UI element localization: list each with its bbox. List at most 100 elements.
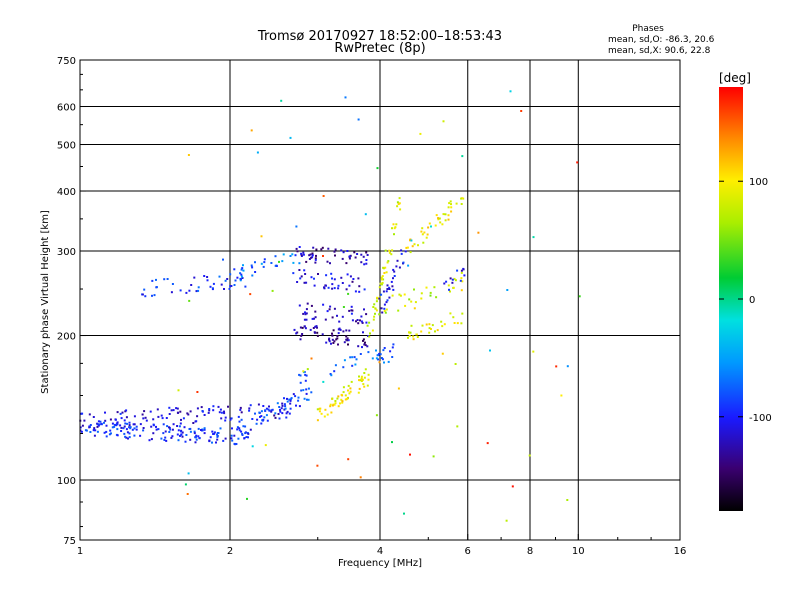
data-point — [447, 206, 450, 209]
data-point — [286, 397, 288, 400]
data-point — [176, 425, 179, 427]
data-points — [79, 90, 581, 522]
data-point — [89, 424, 92, 426]
data-point — [314, 261, 317, 264]
data-point — [128, 436, 131, 439]
data-point — [393, 233, 395, 236]
data-point — [260, 410, 263, 413]
data-point — [372, 306, 375, 308]
data-point — [120, 426, 123, 429]
data-point — [313, 284, 316, 287]
data-point — [367, 335, 370, 337]
data-point — [249, 293, 252, 296]
data-point — [388, 288, 391, 290]
data-point — [363, 343, 366, 346]
data-point — [389, 350, 392, 353]
data-point — [238, 420, 241, 423]
data-point — [263, 258, 266, 261]
data-point — [311, 317, 314, 320]
data-point — [477, 231, 480, 234]
data-point — [306, 302, 309, 305]
data-point — [170, 291, 173, 294]
stats-heading: Phases — [632, 24, 664, 34]
data-point — [443, 282, 446, 285]
data-point — [212, 433, 215, 435]
data-point — [433, 286, 436, 289]
data-point — [316, 331, 319, 334]
data-point — [346, 250, 349, 252]
data-point — [196, 415, 199, 418]
data-point — [96, 430, 99, 433]
data-point — [312, 327, 315, 329]
data-point — [274, 416, 277, 419]
data-point — [170, 409, 173, 412]
data-point — [437, 217, 440, 220]
data-point — [409, 251, 412, 254]
data-point — [135, 425, 138, 428]
data-point — [188, 428, 191, 430]
data-point — [365, 321, 368, 324]
data-point — [182, 417, 185, 420]
data-point — [318, 407, 321, 410]
data-point — [330, 411, 333, 414]
data-point — [348, 329, 351, 332]
data-point — [133, 427, 136, 430]
data-point — [456, 425, 459, 428]
data-point — [364, 213, 367, 216]
data-point — [393, 227, 396, 230]
data-point — [316, 334, 319, 337]
data-point — [105, 435, 108, 438]
data-point — [270, 409, 273, 412]
data-point — [100, 422, 103, 425]
data-point — [345, 335, 348, 338]
data-point — [283, 408, 286, 411]
data-point — [348, 392, 351, 395]
data-point — [180, 430, 183, 433]
data-point — [209, 436, 212, 439]
data-point — [337, 332, 340, 335]
x-tick-label: 8 — [527, 546, 533, 557]
data-point — [348, 309, 351, 312]
data-point — [383, 303, 386, 306]
data-point — [316, 408, 319, 411]
data-point — [193, 276, 196, 279]
data-point — [203, 428, 206, 431]
data-point — [331, 404, 334, 407]
data-point — [216, 434, 219, 437]
data-point — [378, 286, 381, 289]
data-point — [417, 244, 419, 247]
data-point — [224, 419, 227, 422]
data-point — [290, 397, 293, 400]
data-point — [279, 410, 282, 413]
y-tick-label: 75 — [63, 536, 76, 547]
data-point — [361, 321, 364, 324]
colorbar-unit-label: [deg] — [719, 71, 751, 85]
data-point — [168, 406, 171, 409]
data-point — [145, 419, 148, 422]
data-point — [379, 353, 382, 356]
data-point — [170, 436, 173, 439]
data-point — [187, 472, 190, 475]
data-point — [116, 411, 119, 414]
data-point — [155, 286, 158, 289]
data-point — [150, 438, 153, 441]
data-point — [309, 328, 312, 331]
data-point — [333, 307, 336, 310]
data-point — [251, 274, 254, 277]
data-point — [240, 268, 243, 271]
data-point — [288, 412, 291, 415]
data-point — [141, 413, 144, 416]
data-point — [171, 435, 174, 438]
data-point — [176, 407, 179, 410]
data-point — [434, 224, 437, 227]
data-point — [331, 332, 333, 335]
data-point — [235, 443, 238, 445]
data-point — [256, 418, 259, 421]
data-point — [245, 436, 248, 438]
data-point — [367, 378, 370, 381]
data-point — [266, 419, 269, 422]
data-point — [358, 285, 361, 288]
data-point — [193, 430, 196, 433]
data-point — [251, 266, 254, 269]
data-point — [391, 294, 394, 297]
